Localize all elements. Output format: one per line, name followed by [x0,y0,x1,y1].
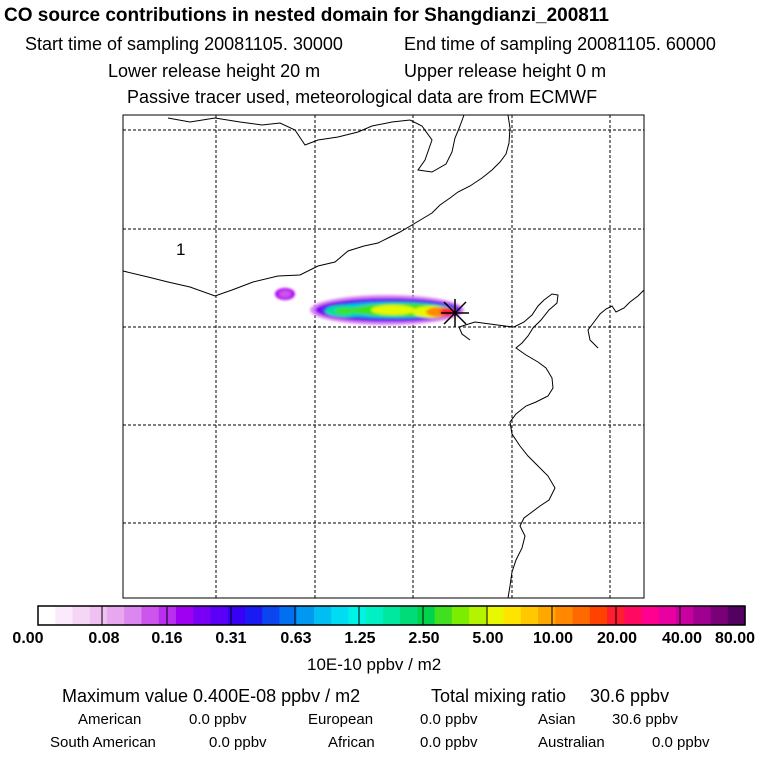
total-mixing-ratio-label: Total mixing ratio [431,686,567,706]
colorbar-swatch [141,606,160,625]
colorbar-swatch [279,606,298,625]
colorbar-tick: 0.08 [88,630,120,647]
coastlines [123,115,644,598]
colorbar-tick: 80.00 [714,630,756,647]
bohai-shore [458,326,471,341]
end-time: End time of sampling 20081105. 60000 [404,34,716,54]
plume-green-west-core [335,308,355,314]
colorbar-swatch [469,606,487,625]
colorbar-swatch [72,606,91,625]
region-value-australian: 0.0 ppbv [652,734,710,751]
colorbar-swatch [193,606,212,625]
colorbar-swatch [451,606,470,625]
colorbar-swatch [89,606,108,625]
map-gridlines [123,115,644,598]
plume-yellow [371,305,415,315]
receptor-marker-asterisk-icon [441,299,469,327]
co-plume [275,288,464,325]
region-value-south-american: 0.0 ppbv [209,734,267,751]
colorbar-swatch [486,606,505,625]
colorbar-tick: 20.00 [596,630,638,647]
colorbar-tick: 40.00 [661,630,703,647]
colorbar-swatch [693,606,712,625]
start-time: Start time of sampling 20081105. 30000 [25,34,343,54]
colorbar-swatch [434,606,453,625]
region-name-asian: Asian [538,711,576,728]
colorbar-swatch [262,606,281,625]
colorbar-swatch [296,606,315,625]
plot-title: CO source contributions in nested domain… [4,5,609,26]
colorbar-swatch [589,606,608,625]
region-name-european: European [308,711,374,728]
region-name-australian: Australian [538,734,605,751]
colorbar-swatch [555,606,574,625]
colorbar-swatch [313,606,332,625]
tracer-note: Passive tracer used, meteorological data… [127,87,598,107]
upper-release-height: Upper release height 0 m [404,61,607,81]
colorbar-swatch [658,606,677,625]
colorbar-swatch [55,606,74,625]
colorbar-swatch [538,606,556,625]
colorbar-swatch [175,606,194,625]
colorbar-tick: 0.00 [12,630,44,647]
colorbar-swatch [382,606,401,625]
colorbar-swatch [38,606,56,625]
region-value-african: 0.0 ppbv [420,734,478,751]
colorbar-frame [37,605,746,626]
colorbar-tick: 0.31 [215,630,247,647]
colorbar-tick: 10.00 [532,630,574,647]
region-name-african: African [328,734,375,751]
colorbar-tick: 0.63 [280,630,312,647]
colorbar-tick: 0.16 [151,630,183,647]
region-value-american: 0.0 ppbv [189,711,247,728]
colorbar-swatch [365,606,384,625]
colorbar-swatch [727,606,746,625]
region-name-american: American [78,711,142,728]
colorbar-swatch [710,606,729,625]
total-mixing-ratio-value: 30.6 ppbv [590,686,670,706]
colorbar-swatch [417,606,436,625]
colorbar-swatch [106,606,125,625]
region-value-european: 0.0 ppbv [420,711,478,728]
plume-patch-west-core [279,290,291,298]
mongolia-border [123,115,511,297]
maximum-value: Maximum value 0.400E-08 ppbv / m2 [62,686,361,706]
colorbar-swatch [227,606,246,625]
region-name-south-american: South American [50,734,156,751]
colorbar-swatch [400,606,418,625]
colorbar-tick: 5.00 [472,630,504,647]
colorbar-unit: 10E-10 ppbv / m2 [307,655,442,674]
colorbar-swatch [624,606,643,625]
colorbar-swatch [572,606,591,625]
colorbar-tick: 2.50 [408,630,440,647]
colorbar-swatch [348,606,367,625]
region-label: 1 [176,240,185,259]
map-frame [122,114,645,599]
region-value-asian: 30.6 ppbv [612,711,678,728]
colorbar-tick: 1.25 [344,630,376,647]
colorbar-swatch [331,606,349,625]
northern-border [167,115,465,173]
colorbar-swatch [158,606,177,625]
colorbar-swatch [503,606,522,625]
lower-release-height: Lower release height 20 m [108,61,321,81]
colorbar-swatch [244,606,263,625]
colorbar-swatch [641,606,660,625]
china-coast [458,293,559,598]
colorbar-swatch [210,606,229,625]
colorbar-swatch [124,606,143,625]
colorbar-swatch [676,606,694,625]
korea-coast [587,289,644,349]
colorbar-swatch [520,606,539,625]
